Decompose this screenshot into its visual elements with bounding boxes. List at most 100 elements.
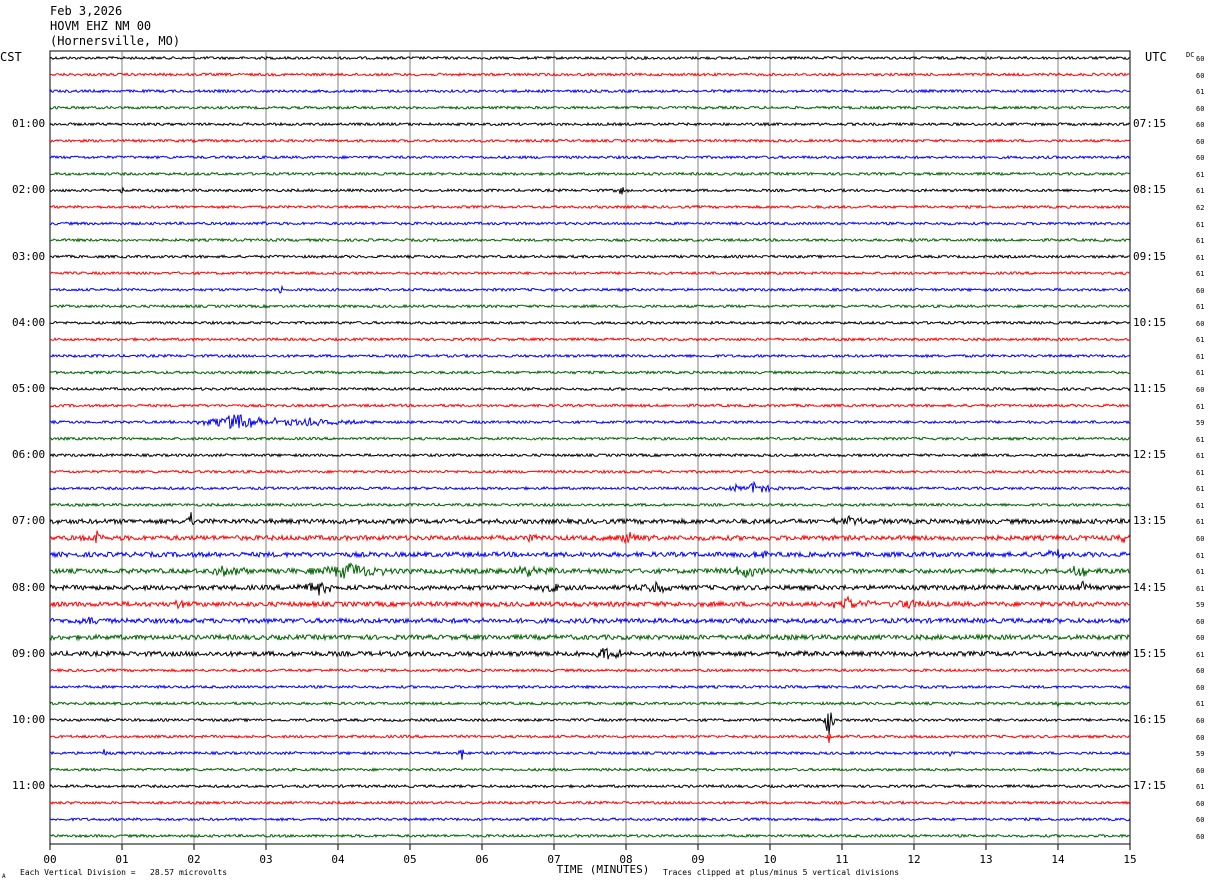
dc-offset-value: 61 — [1196, 485, 1205, 494]
dc-offset-value: 60 — [1196, 71, 1205, 80]
dc-offset-value: 60 — [1196, 154, 1205, 163]
dc-offset-value: 61 — [1196, 352, 1205, 361]
left-hour-label: 10:00 — [12, 713, 46, 726]
dc-offset-value: 60 — [1196, 832, 1205, 841]
dc-offset-value: 59 — [1196, 750, 1205, 759]
x-tick-label-00: 00 — [43, 853, 56, 866]
trace-row-28 — [49, 512, 1131, 527]
right-hour-label: 11:15 — [1133, 382, 1167, 395]
trace-row-4 — [49, 121, 1131, 127]
x-axis-label: TIME (MINUTES) — [557, 863, 650, 876]
dc-offset-value: 61 — [1196, 584, 1205, 593]
dc-header-label: DC — [1186, 51, 1195, 59]
dc-offset-value: 61 — [1196, 336, 1205, 345]
dc-offset-value: 60 — [1196, 766, 1205, 775]
trace-row-0 — [49, 55, 1131, 61]
x-tick-label-11: 11 — [835, 853, 848, 866]
corner-mark: A — [2, 873, 6, 880]
trace-row-35 — [49, 633, 1131, 642]
right-hour-label: 07:15 — [1133, 117, 1167, 131]
trace-row-23 — [49, 436, 1131, 442]
dc-offset-value: 61 — [1196, 369, 1205, 378]
trace-row-19 — [49, 369, 1131, 376]
dc-offset-value: 61 — [1196, 270, 1205, 279]
dc-offset-value: 61 — [1196, 452, 1205, 461]
right-hour-label: 12:15 — [1133, 448, 1167, 462]
dc-offset-value: 61 — [1196, 187, 1205, 196]
trace-row-17 — [49, 336, 1131, 342]
trace-row-12 — [49, 254, 1131, 260]
dc-offset-value: 60 — [1196, 717, 1205, 725]
station-code: HOVM EHZ NM 00 — [50, 19, 152, 33]
trace-row-24 — [49, 452, 1131, 458]
trace-row-13 — [49, 270, 1131, 276]
trace-row-30 — [49, 549, 1131, 560]
trace-row-20 — [49, 386, 1131, 392]
trace-row-27 — [49, 502, 1131, 508]
dc-offset-value: 61 — [1196, 237, 1205, 246]
dc-offset-value: 60 — [1196, 386, 1205, 394]
dc-offset-value: 59 — [1196, 419, 1205, 428]
right-hour-label: 17:15 — [1133, 779, 1167, 793]
x-tick-label-06: 06 — [475, 853, 488, 866]
chart-date: Feb 3,2026 — [50, 4, 123, 18]
trace-row-5 — [49, 138, 1131, 144]
left-hour-label: 03:00 — [12, 249, 46, 263]
dc-offset-value: 61 — [1196, 568, 1205, 577]
dc-offset-value: 60 — [1196, 683, 1205, 692]
x-tick-label-07: 07 — [547, 853, 560, 866]
trace-row-47 — [49, 833, 1131, 839]
trace-row-38 — [50, 684, 1131, 690]
left-hour-label: 04:00 — [12, 315, 46, 329]
trace-row-37 — [49, 667, 1131, 673]
left-hour-label: 02:00 — [12, 183, 46, 197]
dc-offset-value: 60 — [1196, 286, 1205, 295]
dc-offset-value: 60 — [1196, 319, 1205, 328]
right-hour-label: 08:15 — [1133, 183, 1167, 197]
dc-offset-value: 60 — [1196, 816, 1205, 825]
trace-row-10 — [49, 220, 1131, 227]
trace-row-40 — [49, 712, 1131, 735]
x-tick-label-05: 05 — [403, 853, 416, 866]
x-tick-label-08: 08 — [619, 853, 632, 866]
trace-row-7 — [49, 171, 1131, 177]
right-hour-label: 15:15 — [1133, 646, 1167, 660]
trace-row-25 — [49, 469, 1131, 475]
right-hour-label: 09:15 — [1133, 249, 1167, 263]
x-tick-label-12: 12 — [907, 853, 920, 866]
dc-offset-value: 61 — [1196, 88, 1205, 97]
trace-row-39 — [49, 700, 1131, 708]
dc-offset-value: 61 — [1196, 435, 1205, 444]
trace-row-36 — [49, 647, 1131, 660]
dc-offset-value: 61 — [1196, 468, 1205, 477]
trace-row-45 — [49, 800, 1131, 806]
x-tick-label-15: 15 — [1123, 853, 1136, 866]
trace-row-31 — [49, 562, 1131, 579]
dc-offset-value: 61 — [1196, 700, 1205, 709]
trace-row-29 — [49, 530, 1131, 545]
dc-offset-value: 60 — [1196, 634, 1205, 643]
clip-note: Traces clipped at plus/minus 5 vertical … — [663, 868, 900, 877]
x-tick-label-09: 09 — [691, 853, 704, 866]
dc-offset-value: 61 — [1196, 303, 1205, 312]
dc-offset-value: 61 — [1196, 650, 1205, 659]
trace-row-11 — [49, 237, 1131, 243]
dc-offset-value: 61 — [1196, 551, 1205, 560]
dc-offset-value: 60 — [1196, 667, 1205, 676]
trace-row-8 — [49, 186, 1131, 195]
right-timezone-label: UTC — [1145, 50, 1167, 64]
trace-row-16 — [49, 320, 1131, 326]
left-hour-label: 07:00 — [12, 514, 46, 528]
trace-row-43 — [49, 767, 1130, 773]
trace-row-41 — [49, 733, 1131, 744]
dc-offset-value: 61 — [1196, 518, 1205, 527]
trace-row-33 — [49, 595, 1131, 610]
trace-row-1 — [49, 72, 1131, 77]
dc-offset-value: 60 — [1196, 534, 1205, 543]
left-hour-label: 05:00 — [12, 382, 46, 395]
trace-row-14 — [49, 284, 1131, 294]
right-hour-label: 16:15 — [1133, 713, 1167, 726]
scale-note: Each Vertical Division = 28.57 microvolt… — [20, 868, 228, 877]
dc-offset-value: 61 — [1196, 220, 1205, 229]
dc-offset-value: 61 — [1196, 783, 1205, 792]
